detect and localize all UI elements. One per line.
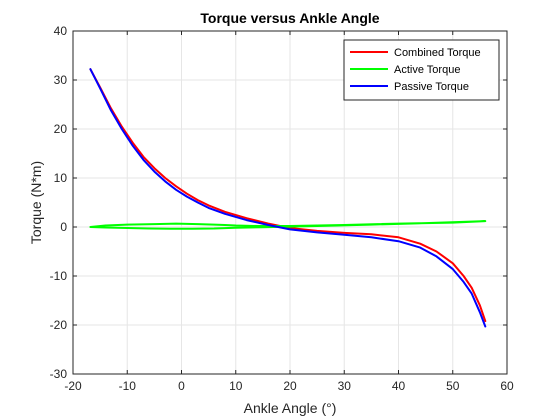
series-line-2 [89,220,487,230]
y-tick-label: 10 [54,171,68,185]
series-layer [89,68,487,328]
x-axis-label: Ankle Angle (°) [244,400,337,416]
y-tick-label: -20 [50,318,68,332]
y-tick-label: 40 [54,24,68,38]
y-tick-label: -30 [50,367,68,381]
x-tick-label: 40 [392,379,406,393]
y-tick-label: 20 [54,122,68,136]
x-tick-label: 30 [338,379,352,393]
x-tick-label: 60 [500,379,514,393]
x-tick-label: 20 [283,379,297,393]
x-tick-label: -20 [64,379,82,393]
y-tick-label: 0 [60,220,67,234]
y-tick-label: -10 [50,269,68,283]
y-tick-label: 30 [54,73,68,87]
x-tick-label: 10 [229,379,243,393]
legend-label: Active Torque [394,64,460,76]
x-tick-label: -10 [119,379,137,393]
legend-label: Combined Torque [394,47,481,59]
x-tick-label: 50 [446,379,460,393]
series-line-1 [89,68,487,323]
legend-label: Passive Torque [394,81,469,93]
x-tick-label: 0 [178,379,185,393]
y-axis-label: Torque (N*m) [28,161,44,244]
legend: Combined Torque Active Torque Passive Torq… [343,39,500,101]
series-line-3 [89,68,487,328]
chart-title: Torque versus Ankle Angle [200,10,379,26]
